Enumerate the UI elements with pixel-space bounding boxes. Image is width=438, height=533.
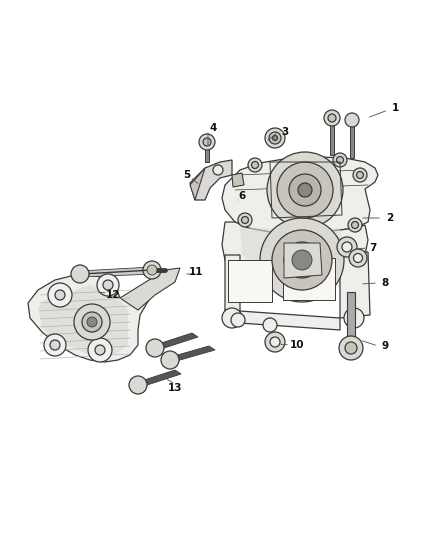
Circle shape — [55, 290, 65, 300]
Circle shape — [129, 376, 147, 394]
Text: 9: 9 — [381, 341, 389, 351]
Circle shape — [324, 110, 340, 126]
Circle shape — [74, 304, 110, 340]
Circle shape — [251, 161, 258, 168]
Polygon shape — [205, 142, 209, 162]
Polygon shape — [190, 160, 232, 200]
Circle shape — [265, 332, 285, 352]
Polygon shape — [283, 258, 335, 300]
Polygon shape — [135, 370, 181, 387]
Circle shape — [44, 334, 66, 356]
Circle shape — [203, 138, 211, 146]
Circle shape — [344, 308, 364, 328]
Text: 4: 4 — [209, 123, 217, 133]
Circle shape — [333, 153, 347, 167]
Polygon shape — [152, 333, 198, 350]
Circle shape — [147, 265, 157, 275]
Circle shape — [353, 254, 363, 262]
Circle shape — [95, 345, 105, 355]
Polygon shape — [80, 267, 155, 277]
Circle shape — [161, 351, 179, 369]
Circle shape — [88, 338, 112, 362]
Polygon shape — [222, 222, 368, 288]
Polygon shape — [222, 157, 378, 233]
Circle shape — [328, 114, 336, 122]
Polygon shape — [350, 120, 354, 158]
Circle shape — [292, 250, 312, 270]
Circle shape — [345, 342, 357, 354]
Text: 12: 12 — [106, 290, 120, 300]
Text: 2: 2 — [386, 213, 394, 223]
Polygon shape — [347, 292, 355, 348]
Circle shape — [336, 157, 343, 164]
Circle shape — [87, 317, 97, 327]
Polygon shape — [340, 252, 370, 318]
Text: 1: 1 — [392, 103, 399, 113]
Circle shape — [143, 261, 161, 279]
Text: 13: 13 — [168, 383, 182, 393]
Polygon shape — [330, 118, 334, 155]
Circle shape — [277, 162, 333, 218]
Circle shape — [348, 218, 362, 232]
Polygon shape — [232, 173, 244, 187]
Circle shape — [260, 218, 344, 302]
Circle shape — [284, 242, 320, 278]
Circle shape — [270, 337, 280, 347]
Text: 10: 10 — [290, 340, 304, 350]
Text: 7: 7 — [369, 243, 377, 253]
Polygon shape — [28, 270, 170, 362]
Circle shape — [345, 113, 359, 127]
Text: 8: 8 — [381, 278, 389, 288]
Text: 5: 5 — [184, 170, 191, 180]
Polygon shape — [225, 255, 240, 315]
Circle shape — [263, 318, 277, 332]
Circle shape — [349, 249, 367, 267]
Polygon shape — [284, 243, 322, 278]
Circle shape — [265, 128, 285, 148]
Circle shape — [231, 313, 245, 327]
Polygon shape — [167, 346, 215, 362]
Circle shape — [272, 230, 332, 290]
Circle shape — [298, 183, 312, 197]
Circle shape — [272, 135, 278, 141]
Circle shape — [337, 237, 357, 257]
Circle shape — [352, 222, 358, 229]
Circle shape — [146, 339, 164, 357]
Circle shape — [48, 283, 72, 307]
Text: 3: 3 — [281, 127, 289, 137]
Polygon shape — [120, 268, 180, 310]
Circle shape — [199, 134, 215, 150]
Polygon shape — [225, 310, 340, 330]
Polygon shape — [190, 168, 205, 200]
Circle shape — [267, 152, 343, 228]
Circle shape — [238, 213, 252, 227]
Circle shape — [222, 308, 242, 328]
Circle shape — [248, 158, 262, 172]
Circle shape — [103, 280, 113, 290]
Circle shape — [213, 165, 223, 175]
Circle shape — [342, 242, 352, 252]
Text: 6: 6 — [238, 191, 246, 201]
Circle shape — [357, 172, 364, 179]
Text: 11: 11 — [189, 267, 203, 277]
Circle shape — [353, 168, 367, 182]
Circle shape — [82, 312, 102, 332]
Circle shape — [50, 340, 60, 350]
Polygon shape — [228, 260, 272, 302]
Circle shape — [289, 174, 321, 206]
Circle shape — [269, 132, 281, 144]
Circle shape — [241, 216, 248, 223]
Polygon shape — [240, 228, 345, 280]
Circle shape — [97, 274, 119, 296]
Polygon shape — [38, 285, 128, 355]
Circle shape — [339, 336, 363, 360]
Circle shape — [71, 265, 89, 283]
